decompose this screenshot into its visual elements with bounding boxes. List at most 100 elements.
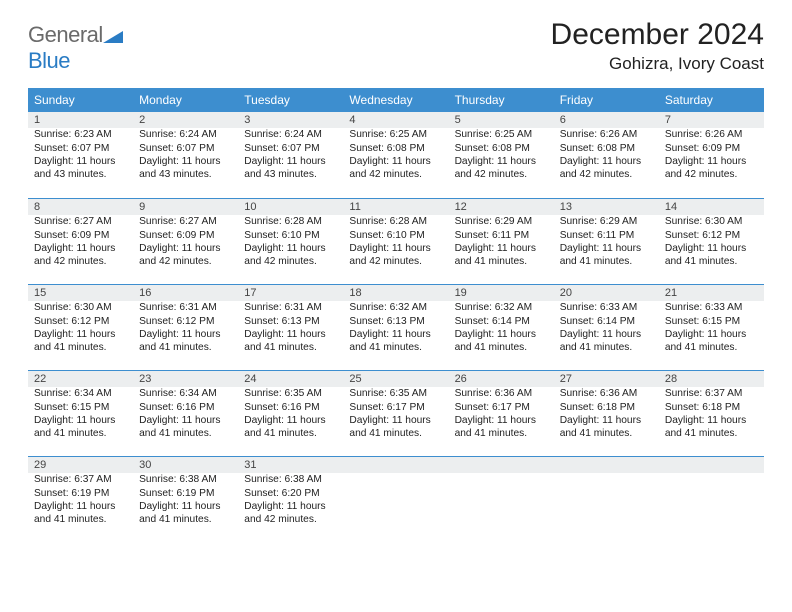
sunset-line: Sunset: 6:20 PM [244, 487, 337, 500]
sunrise-line: Sunrise: 6:30 AM [34, 301, 127, 314]
sunset-line: Sunset: 6:07 PM [139, 142, 232, 155]
sunset-line: Sunset: 6:17 PM [455, 401, 548, 414]
daylight-line: Daylight: 11 hours and 41 minutes. [139, 414, 232, 441]
day-body: Sunrise: 6:35 AMSunset: 6:17 PMDaylight:… [343, 387, 448, 456]
daylight-line: Daylight: 11 hours and 42 minutes. [244, 242, 337, 269]
empty-band [659, 456, 764, 473]
day-number-band: 4 [343, 112, 448, 128]
calendar-cell: 31Sunrise: 6:38 AMSunset: 6:20 PMDayligh… [238, 456, 343, 542]
daylight-line: Daylight: 11 hours and 42 minutes. [665, 155, 758, 182]
day-number-band: 26 [449, 370, 554, 387]
calendar-cell: 6Sunrise: 6:26 AMSunset: 6:08 PMDaylight… [554, 112, 659, 198]
day-body: Sunrise: 6:27 AMSunset: 6:09 PMDaylight:… [28, 215, 133, 284]
location: Gohizra, Ivory Coast [551, 54, 764, 74]
calendar-cell [659, 456, 764, 542]
day-body: Sunrise: 6:33 AMSunset: 6:14 PMDaylight:… [554, 301, 659, 370]
sunset-line: Sunset: 6:19 PM [34, 487, 127, 500]
empty-band [554, 456, 659, 473]
daylight-line: Daylight: 11 hours and 41 minutes. [560, 414, 653, 441]
day-body: Sunrise: 6:37 AMSunset: 6:19 PMDaylight:… [28, 473, 133, 542]
day-body: Sunrise: 6:34 AMSunset: 6:16 PMDaylight:… [133, 387, 238, 456]
daylight-line: Daylight: 11 hours and 41 minutes. [665, 242, 758, 269]
calendar-cell: 27Sunrise: 6:36 AMSunset: 6:18 PMDayligh… [554, 370, 659, 456]
sunrise-line: Sunrise: 6:27 AM [139, 215, 232, 228]
calendar-cell: 21Sunrise: 6:33 AMSunset: 6:15 PMDayligh… [659, 284, 764, 370]
calendar-cell: 7Sunrise: 6:26 AMSunset: 6:09 PMDaylight… [659, 112, 764, 198]
day-body: Sunrise: 6:37 AMSunset: 6:18 PMDaylight:… [659, 387, 764, 456]
sunset-line: Sunset: 6:18 PM [665, 401, 758, 414]
daylight-line: Daylight: 11 hours and 41 minutes. [455, 328, 548, 355]
sunrise-line: Sunrise: 6:28 AM [244, 215, 337, 228]
calendar-body: 1Sunrise: 6:23 AMSunset: 6:07 PMDaylight… [28, 112, 764, 542]
day-number-band: 30 [133, 456, 238, 473]
daylight-line: Daylight: 11 hours and 41 minutes. [34, 500, 127, 527]
day-body: Sunrise: 6:38 AMSunset: 6:20 PMDaylight:… [238, 473, 343, 542]
empty-body [554, 473, 659, 542]
day-body: Sunrise: 6:28 AMSunset: 6:10 PMDaylight:… [343, 215, 448, 284]
sunset-line: Sunset: 6:16 PM [244, 401, 337, 414]
day-number-band: 15 [28, 284, 133, 301]
calendar-cell: 24Sunrise: 6:35 AMSunset: 6:16 PMDayligh… [238, 370, 343, 456]
empty-body [449, 473, 554, 542]
sunset-line: Sunset: 6:15 PM [34, 401, 127, 414]
calendar-cell: 8Sunrise: 6:27 AMSunset: 6:09 PMDaylight… [28, 198, 133, 284]
calendar-cell: 9Sunrise: 6:27 AMSunset: 6:09 PMDaylight… [133, 198, 238, 284]
calendar-cell [343, 456, 448, 542]
day-body: Sunrise: 6:36 AMSunset: 6:18 PMDaylight:… [554, 387, 659, 456]
sunset-line: Sunset: 6:17 PM [349, 401, 442, 414]
sunrise-line: Sunrise: 6:35 AM [244, 387, 337, 400]
day-number-band: 23 [133, 370, 238, 387]
day-body: Sunrise: 6:25 AMSunset: 6:08 PMDaylight:… [343, 128, 448, 198]
calendar-cell: 3Sunrise: 6:24 AMSunset: 6:07 PMDaylight… [238, 112, 343, 198]
sunset-line: Sunset: 6:07 PM [34, 142, 127, 155]
day-number-band: 17 [238, 284, 343, 301]
day-header: Wednesday [343, 88, 448, 112]
sunset-line: Sunset: 6:12 PM [665, 229, 758, 242]
calendar-row: 22Sunrise: 6:34 AMSunset: 6:15 PMDayligh… [28, 370, 764, 456]
day-body: Sunrise: 6:34 AMSunset: 6:15 PMDaylight:… [28, 387, 133, 456]
day-body: Sunrise: 6:29 AMSunset: 6:11 PMDaylight:… [554, 215, 659, 284]
calendar-cell: 22Sunrise: 6:34 AMSunset: 6:15 PMDayligh… [28, 370, 133, 456]
calendar-cell: 19Sunrise: 6:32 AMSunset: 6:14 PMDayligh… [449, 284, 554, 370]
sunrise-line: Sunrise: 6:27 AM [34, 215, 127, 228]
sunset-line: Sunset: 6:10 PM [244, 229, 337, 242]
sunrise-line: Sunrise: 6:24 AM [139, 128, 232, 141]
page: General Blue December 2024 Gohizra, Ivor… [0, 0, 792, 560]
calendar-row: 15Sunrise: 6:30 AMSunset: 6:12 PMDayligh… [28, 284, 764, 370]
sunrise-line: Sunrise: 6:33 AM [665, 301, 758, 314]
sunset-line: Sunset: 6:08 PM [349, 142, 442, 155]
day-number-band: 22 [28, 370, 133, 387]
sunrise-line: Sunrise: 6:38 AM [244, 473, 337, 486]
sunset-line: Sunset: 6:09 PM [34, 229, 127, 242]
day-header: Sunday [28, 88, 133, 112]
day-number-band: 1 [28, 112, 133, 128]
day-number-band: 31 [238, 456, 343, 473]
day-number-band: 18 [343, 284, 448, 301]
day-number-band: 11 [343, 198, 448, 215]
daylight-line: Daylight: 11 hours and 41 minutes. [455, 414, 548, 441]
sunset-line: Sunset: 6:11 PM [560, 229, 653, 242]
calendar-cell: 30Sunrise: 6:38 AMSunset: 6:19 PMDayligh… [133, 456, 238, 542]
day-body: Sunrise: 6:31 AMSunset: 6:12 PMDaylight:… [133, 301, 238, 370]
sunset-line: Sunset: 6:08 PM [455, 142, 548, 155]
day-number-band: 2 [133, 112, 238, 128]
daylight-line: Daylight: 11 hours and 42 minutes. [455, 155, 548, 182]
sunset-line: Sunset: 6:09 PM [139, 229, 232, 242]
empty-band [449, 456, 554, 473]
title-block: December 2024 Gohizra, Ivory Coast [551, 18, 764, 74]
day-header: Saturday [659, 88, 764, 112]
daylight-line: Daylight: 11 hours and 43 minutes. [34, 155, 127, 182]
sunrise-line: Sunrise: 6:31 AM [139, 301, 232, 314]
daylight-line: Daylight: 11 hours and 41 minutes. [34, 328, 127, 355]
calendar-cell: 28Sunrise: 6:37 AMSunset: 6:18 PMDayligh… [659, 370, 764, 456]
logo-text-blue: Blue [28, 48, 70, 73]
day-number-band: 6 [554, 112, 659, 128]
daylight-line: Daylight: 11 hours and 41 minutes. [34, 414, 127, 441]
daylight-line: Daylight: 11 hours and 42 minutes. [139, 242, 232, 269]
day-number-band: 5 [449, 112, 554, 128]
calendar-row: 1Sunrise: 6:23 AMSunset: 6:07 PMDaylight… [28, 112, 764, 198]
sunrise-line: Sunrise: 6:26 AM [665, 128, 758, 141]
sunrise-line: Sunrise: 6:25 AM [349, 128, 442, 141]
daylight-line: Daylight: 11 hours and 41 minutes. [349, 328, 442, 355]
calendar-cell: 23Sunrise: 6:34 AMSunset: 6:16 PMDayligh… [133, 370, 238, 456]
